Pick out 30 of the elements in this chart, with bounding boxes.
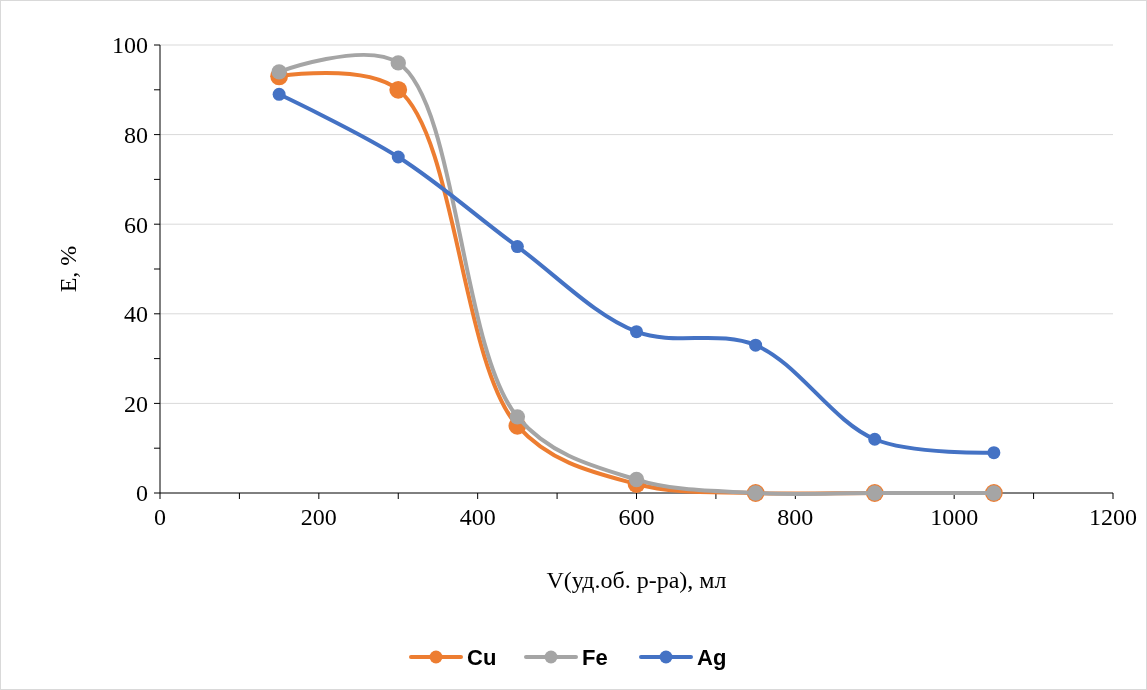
- x-tick-label: 0: [154, 504, 166, 530]
- point: [868, 432, 882, 446]
- y-tick-label: 20: [124, 390, 148, 417]
- point: [510, 240, 524, 254]
- point: [272, 87, 286, 101]
- x-tick-label: 1000: [930, 504, 979, 530]
- y-tick-label: 40: [124, 301, 148, 328]
- point: [509, 409, 526, 425]
- point: [630, 325, 643, 339]
- x-tick-label: 400: [459, 504, 496, 530]
- x-axis-title: V(уд.об. р-ра), мл: [546, 567, 727, 593]
- point: [390, 55, 406, 71]
- point: [271, 64, 287, 80]
- y-tick-label: 100: [112, 32, 148, 59]
- x-tick-label: 800: [777, 504, 814, 530]
- y-tick-label: 80: [124, 122, 148, 148]
- y-tick-label: 60: [124, 211, 148, 238]
- point: [628, 471, 645, 488]
- point: [749, 338, 763, 352]
- legend-label: Fe: [582, 644, 608, 670]
- x-tick-label: 1200: [1089, 504, 1137, 530]
- legend-label: Cu: [467, 644, 497, 670]
- point: [389, 80, 408, 99]
- point: [987, 446, 1001, 460]
- point: [391, 150, 405, 164]
- y-axis-title: E, %: [55, 245, 81, 293]
- y-tick-label: 0: [136, 480, 148, 507]
- legend-label: Ag: [697, 644, 727, 670]
- x-tick-label: 200: [300, 504, 337, 530]
- x-tick-label: 600: [618, 504, 655, 530]
